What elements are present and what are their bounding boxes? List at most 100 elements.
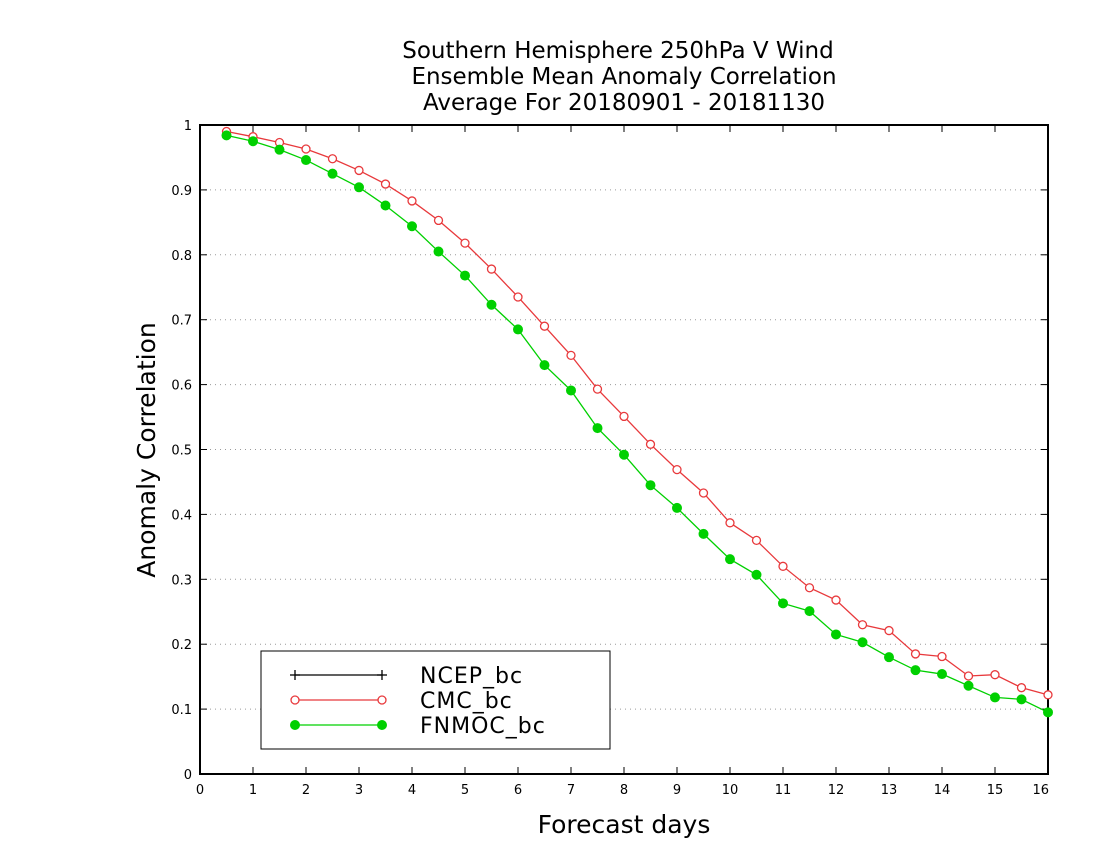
data-point	[433, 246, 444, 257]
x-tick-label: 12	[828, 783, 845, 798]
data-point	[857, 637, 868, 648]
data-point	[990, 670, 1000, 680]
x-tick-label: 10	[722, 783, 739, 798]
data-point	[274, 144, 285, 155]
data-point	[804, 583, 815, 593]
data-point	[354, 182, 364, 193]
x-tick-label: 8	[620, 783, 628, 798]
data-point	[539, 360, 550, 371]
legend-label: NCEP_bc	[420, 664, 523, 689]
x-tick-label: 15	[987, 783, 1004, 798]
data-point	[619, 449, 629, 460]
data-point	[831, 629, 841, 640]
y-tick-label: 0.5	[171, 444, 192, 459]
data-point	[248, 136, 258, 147]
data-point	[539, 321, 550, 331]
x-tick-label: 6	[514, 783, 522, 798]
legend-item: NCEP_bc	[290, 664, 523, 689]
data-point	[645, 439, 656, 449]
data-point	[301, 155, 311, 166]
data-point	[592, 384, 603, 394]
legend-marker	[377, 720, 387, 730]
y-tick-label: 0.8	[171, 249, 192, 264]
x-tick-label: 1	[249, 783, 257, 798]
data-point	[698, 488, 709, 498]
data-point	[910, 665, 921, 676]
y-axis: 0 0.1 0.2 0.3 0.4 0.5 0.6 0.7 0.8 0.9 1	[171, 119, 1048, 783]
x-tick-label: 11	[775, 783, 792, 798]
x-tick-label: 7	[567, 783, 575, 798]
legend-item: CMC_bc	[290, 689, 512, 714]
data-point	[619, 411, 629, 422]
data-point	[937, 651, 947, 662]
data-point	[990, 692, 1000, 703]
x-tick-label: 3	[355, 783, 363, 798]
series-line	[226, 130, 1049, 696]
y-tick-label: 0.3	[171, 573, 192, 588]
y-tick-label: 1	[184, 119, 192, 134]
legend-marker	[290, 695, 300, 705]
data-point	[460, 238, 470, 248]
x-tick-label: 13	[881, 783, 898, 798]
data-point	[407, 221, 417, 232]
series-FNMOC_bc	[221, 130, 1053, 718]
data-point	[910, 649, 921, 659]
data-point	[301, 144, 311, 154]
data-point	[513, 324, 523, 335]
legend-item: FNMOC_bc	[290, 714, 546, 739]
data-point	[513, 292, 523, 302]
x-tick-label: 5	[461, 783, 469, 798]
data-point	[407, 196, 417, 206]
data-point	[698, 528, 709, 539]
data-point	[1016, 694, 1027, 705]
y-tick-label: 0.2	[171, 638, 192, 653]
data-point	[380, 200, 391, 211]
data-point	[354, 165, 364, 176]
x-tick-label: 14	[934, 783, 951, 798]
data-point	[566, 385, 576, 396]
x-axis-label: Forecast days	[538, 810, 711, 839]
data-point	[751, 569, 762, 580]
title-line-2: Ensemble Mean Anomaly Correlation	[411, 64, 836, 90]
x-tick-label: 0	[196, 783, 204, 798]
data-point	[778, 561, 788, 571]
data-point	[963, 680, 974, 691]
x-tick-label: 4	[408, 783, 416, 798]
y-tick-label: 0.9	[171, 184, 192, 199]
chart-title: Southern Hemisphere 250hPa V Wind Ensemb…	[402, 38, 836, 116]
data-point	[804, 606, 815, 617]
y-axis-label: Anomaly Correlation	[132, 322, 161, 577]
data-point	[778, 598, 788, 609]
data-point	[1016, 683, 1027, 693]
data-point	[884, 625, 894, 636]
y-tick-label: 0.4	[171, 508, 192, 523]
data-point	[566, 350, 576, 361]
x-tick-label: 2	[302, 783, 310, 798]
legend-marker	[290, 670, 300, 680]
data-point	[460, 270, 470, 281]
y-tick-label: 0.7	[171, 314, 192, 329]
legend-label: FNMOC_bc	[420, 714, 546, 739]
legend-marker	[377, 695, 387, 705]
series-layer	[221, 126, 1053, 718]
data-point	[486, 264, 497, 274]
data-point	[433, 215, 444, 226]
data-point	[327, 154, 338, 164]
data-point	[751, 535, 762, 546]
data-point	[645, 480, 656, 491]
legend-marker	[377, 670, 387, 680]
x-tick-label: 16	[1032, 783, 1049, 798]
data-point	[725, 518, 735, 528]
data-point	[725, 554, 735, 565]
gridlines	[200, 189, 1048, 710]
y-tick-label: 0.6	[171, 379, 192, 394]
data-point	[221, 130, 232, 141]
data-point	[486, 299, 497, 310]
data-point	[831, 595, 841, 605]
title-line-3: Average For 20180901 - 20181130	[423, 90, 825, 116]
data-point	[857, 620, 868, 630]
y-tick-label: 0	[184, 768, 192, 783]
data-point	[592, 423, 603, 434]
